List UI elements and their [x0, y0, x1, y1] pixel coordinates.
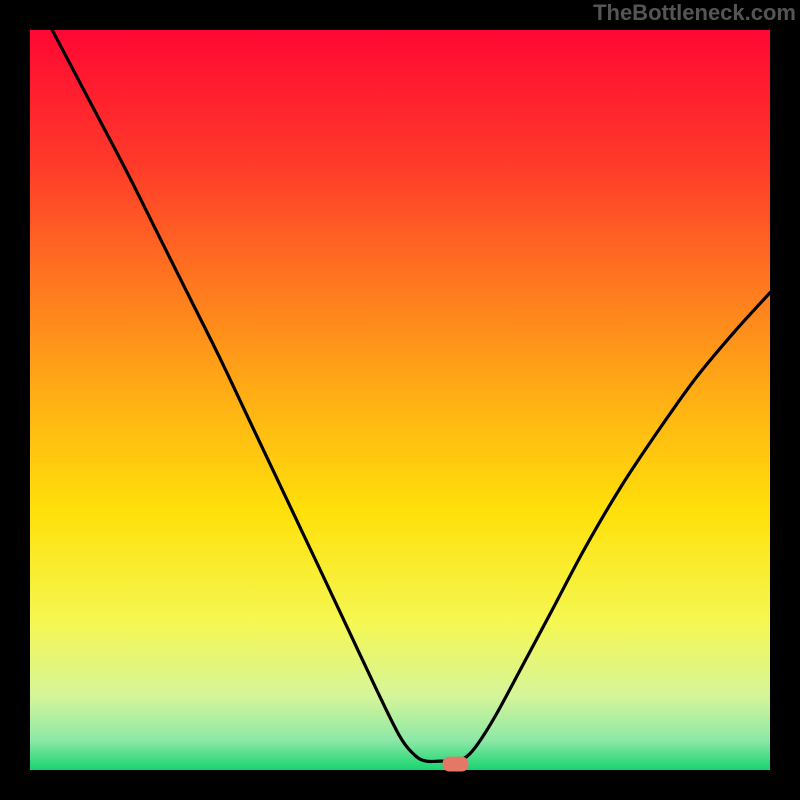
optimal-marker — [443, 757, 469, 772]
watermark-text: TheBottleneck.com — [593, 0, 796, 26]
chart-frame: TheBottleneck.com — [0, 0, 800, 800]
bottleneck-chart — [0, 0, 800, 800]
plot-background — [30, 30, 770, 770]
